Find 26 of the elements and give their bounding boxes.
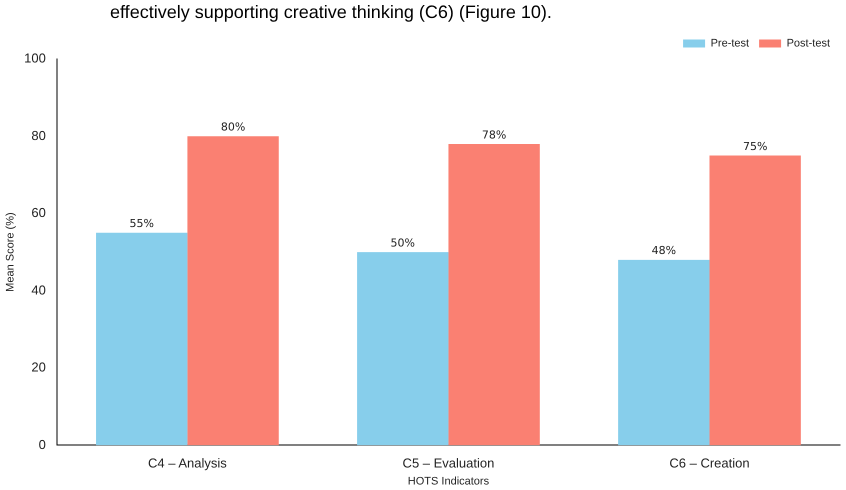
legend-label: Post-test bbox=[786, 38, 830, 50]
bar bbox=[448, 144, 540, 446]
y-tick-label: 40 bbox=[31, 282, 46, 298]
legend-label: Pre-test bbox=[710, 38, 750, 50]
data-label: 80% bbox=[220, 120, 246, 134]
y-tick-label: 20 bbox=[31, 360, 46, 375]
bar bbox=[709, 156, 801, 446]
text: effectively supporting creative thinking (C6) (Figure 10). bbox=[110, 2, 553, 23]
data-label: 48% bbox=[652, 244, 676, 258]
y-tick-label: 100 bbox=[24, 50, 46, 66]
bar bbox=[357, 252, 448, 446]
y-tick-label: 80 bbox=[31, 128, 46, 143]
bar bbox=[618, 260, 710, 446]
x-tick-label: C6 – Creation bbox=[669, 456, 750, 471]
data-label: 55% bbox=[130, 217, 154, 230]
y-tick-label: 0 bbox=[38, 436, 46, 452]
bar bbox=[96, 232, 188, 446]
x-tick-label: C4 – Analysis bbox=[148, 456, 228, 471]
x-tick-label: C5 – Evaluation bbox=[402, 456, 494, 471]
data-label: 78% bbox=[482, 128, 506, 142]
bar bbox=[187, 136, 279, 446]
data-label: 75% bbox=[742, 140, 768, 153]
y-axis-title: Mean Score (%) bbox=[4, 212, 17, 292]
x-axis-title: HOTS Indicators bbox=[408, 475, 490, 488]
data-label: 50% bbox=[390, 236, 415, 250]
y-tick-label: 60 bbox=[31, 205, 46, 220]
